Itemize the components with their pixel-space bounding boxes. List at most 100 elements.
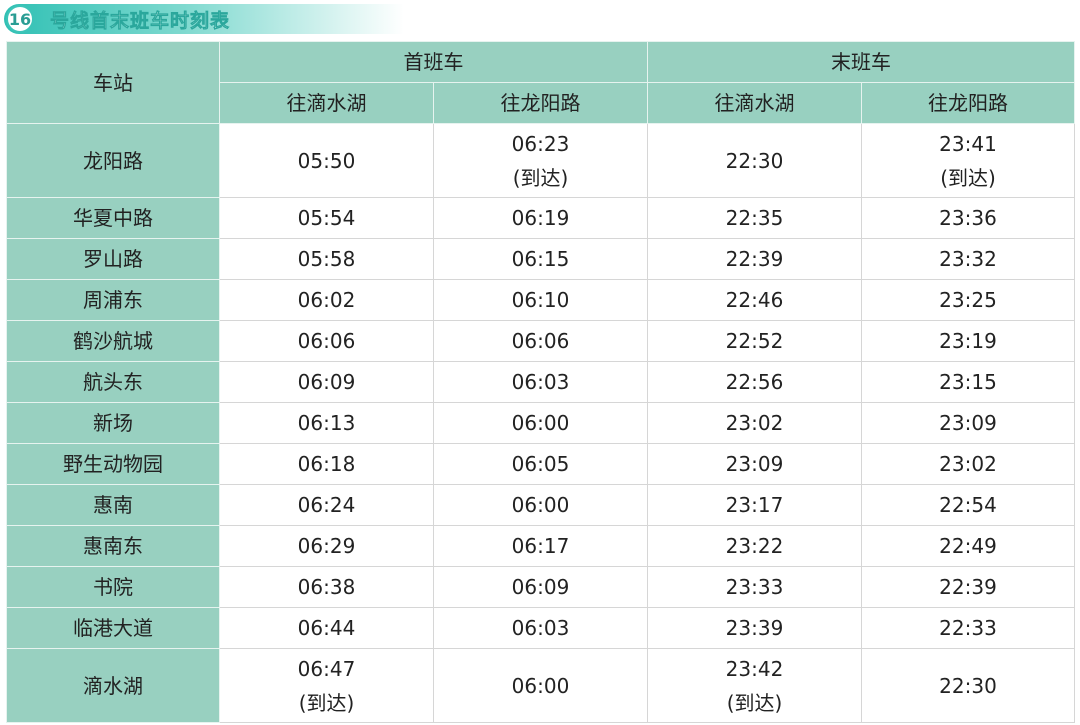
arrival-note: (到达) (940, 165, 996, 190)
first-train-dir-a: 05:54 (219, 197, 434, 239)
last-train-dir-b: 22:39 (861, 566, 1075, 608)
time-value: 06:00 (511, 411, 570, 435)
first-train-dir-b: 06:15 (433, 238, 648, 280)
station-label: 临港大道 (73, 616, 153, 640)
station-label: 鹤沙航城 (73, 329, 153, 353)
time-value: 23:25 (939, 288, 997, 312)
arrival-note: (到达) (512, 165, 569, 190)
time-value: 22:46 (725, 288, 784, 312)
time-value: 06:15 (511, 247, 570, 271)
table-row: 滴水湖 06:47 (到达) 06:00 23:42 (到达) 22:30 (6, 648, 1075, 723)
first-train-dir-b: 06:19 (433, 197, 648, 239)
time-value: 22:39 (725, 247, 784, 271)
table-row: 鹤沙航城 06:06 06:06 22:52 23:19 (6, 320, 1075, 362)
station-name: 野生动物园 (6, 443, 220, 485)
station-name: 华夏中路 (6, 197, 220, 239)
station-label: 航头东 (83, 370, 143, 394)
time-value: 22:39 (939, 575, 997, 599)
time-value: 05:50 (297, 148, 356, 173)
station-name: 周浦东 (6, 279, 220, 321)
first-train-dir-b: 06:06 (433, 320, 648, 362)
first-train-dir-a: 05:50 (219, 123, 434, 198)
header-last-dir-a: 往滴水湖 (647, 82, 862, 124)
table-row: 周浦东 06:02 06:10 22:46 23:25 (6, 279, 1075, 321)
time-value: 06:02 (297, 288, 356, 312)
time-value: 22:30 (939, 673, 997, 698)
first-train-dir-a: 05:58 (219, 238, 434, 280)
station-label: 书院 (93, 575, 133, 599)
time-value: 06:44 (297, 616, 356, 640)
first-train-dir-a: 06:18 (219, 443, 434, 485)
station-label: 惠南 (93, 493, 133, 517)
header-last-dir-b: 往龙阳路 (861, 82, 1075, 124)
first-train-dir-b: 06:00 (433, 648, 648, 723)
station-name: 惠南 (6, 484, 220, 526)
last-train-dir-a: 22:56 (647, 361, 862, 403)
last-train-dir-b: 22:33 (861, 607, 1075, 649)
time-value: 06:03 (511, 370, 570, 394)
time-value: 23:42 (725, 656, 784, 681)
station-name: 龙阳路 (6, 123, 220, 198)
last-train-dir-a: 23:17 (647, 484, 862, 526)
last-train-dir-b: 23:32 (861, 238, 1075, 280)
time-value: 06:03 (511, 616, 570, 640)
time-value: 06:09 (511, 575, 570, 599)
time-value: 22:56 (725, 370, 784, 394)
last-train-dir-b: 23:09 (861, 402, 1075, 444)
station-name: 滴水湖 (6, 648, 220, 723)
last-train-dir-a: 23:09 (647, 443, 862, 485)
time-value: 06:05 (511, 452, 570, 476)
first-train-dir-a: 06:13 (219, 402, 434, 444)
station-label: 华夏中路 (73, 206, 153, 230)
time-value: 06:17 (511, 534, 570, 558)
time-value: 06:24 (297, 493, 356, 517)
table-row: 惠南东 06:29 06:17 23:22 22:49 (6, 525, 1075, 567)
last-train-dir-b: 23:19 (861, 320, 1075, 362)
last-train-dir-b: 22:54 (861, 484, 1075, 526)
table-row: 临港大道 06:44 06:03 23:39 22:33 (6, 607, 1075, 649)
table-row: 野生动物园 06:18 06:05 23:09 23:02 (6, 443, 1075, 485)
last-train-dir-b: 22:49 (861, 525, 1075, 567)
table-row: 航头东 06:09 06:03 22:56 23:15 (6, 361, 1075, 403)
last-train-dir-b: 22:30 (861, 648, 1075, 723)
time-value: 23:32 (939, 247, 997, 271)
first-train-dir-a: 06:09 (219, 361, 434, 403)
first-train-dir-b: 06:05 (433, 443, 648, 485)
time-value: 06:13 (297, 411, 356, 435)
last-train-dir-a: 23:42 (到达) (647, 648, 862, 723)
last-train-dir-a: 23:33 (647, 566, 862, 608)
time-value: 06:00 (511, 493, 570, 517)
first-train-dir-a: 06:06 (219, 320, 434, 362)
time-value: 06:47 (297, 656, 356, 681)
station-name: 临港大道 (6, 607, 220, 649)
time-value: 22:35 (725, 206, 784, 230)
last-train-dir-a: 22:52 (647, 320, 862, 362)
first-train-dir-a: 06:02 (219, 279, 434, 321)
first-train-dir-b: 06:10 (433, 279, 648, 321)
last-train-dir-a: 22:39 (647, 238, 862, 280)
time-value: 06:19 (511, 206, 570, 230)
first-train-dir-b: 06:03 (433, 607, 648, 649)
last-train-dir-a: 22:46 (647, 279, 862, 321)
time-value: 06:38 (297, 575, 356, 599)
header-last-train: 末班车 (647, 41, 1075, 83)
table-row: 惠南 06:24 06:00 23:17 22:54 (6, 484, 1075, 526)
station-name: 新场 (6, 402, 220, 444)
time-value: 22:52 (725, 329, 784, 353)
first-train-dir-b: 06:17 (433, 525, 648, 567)
time-value: 06:06 (511, 329, 570, 353)
time-value: 22:33 (939, 616, 997, 640)
first-train-dir-b: 06:00 (433, 484, 648, 526)
header-station: 车站 (6, 41, 220, 124)
last-train-dir-a: 22:35 (647, 197, 862, 239)
first-train-dir-b: 06:23 (到达) (433, 123, 648, 198)
first-train-dir-b: 06:00 (433, 402, 648, 444)
table-row: 书院 06:38 06:09 23:33 22:39 (6, 566, 1075, 608)
last-train-dir-b: 23:15 (861, 361, 1075, 403)
station-label: 新场 (93, 411, 133, 435)
table-row: 华夏中路 05:54 06:19 22:35 23:36 (6, 197, 1075, 239)
time-value: 23:02 (939, 452, 997, 476)
last-train-dir-a: 22:30 (647, 123, 862, 198)
time-value: 23:15 (939, 370, 997, 394)
table-row: 罗山路 05:58 06:15 22:39 23:32 (6, 238, 1075, 280)
